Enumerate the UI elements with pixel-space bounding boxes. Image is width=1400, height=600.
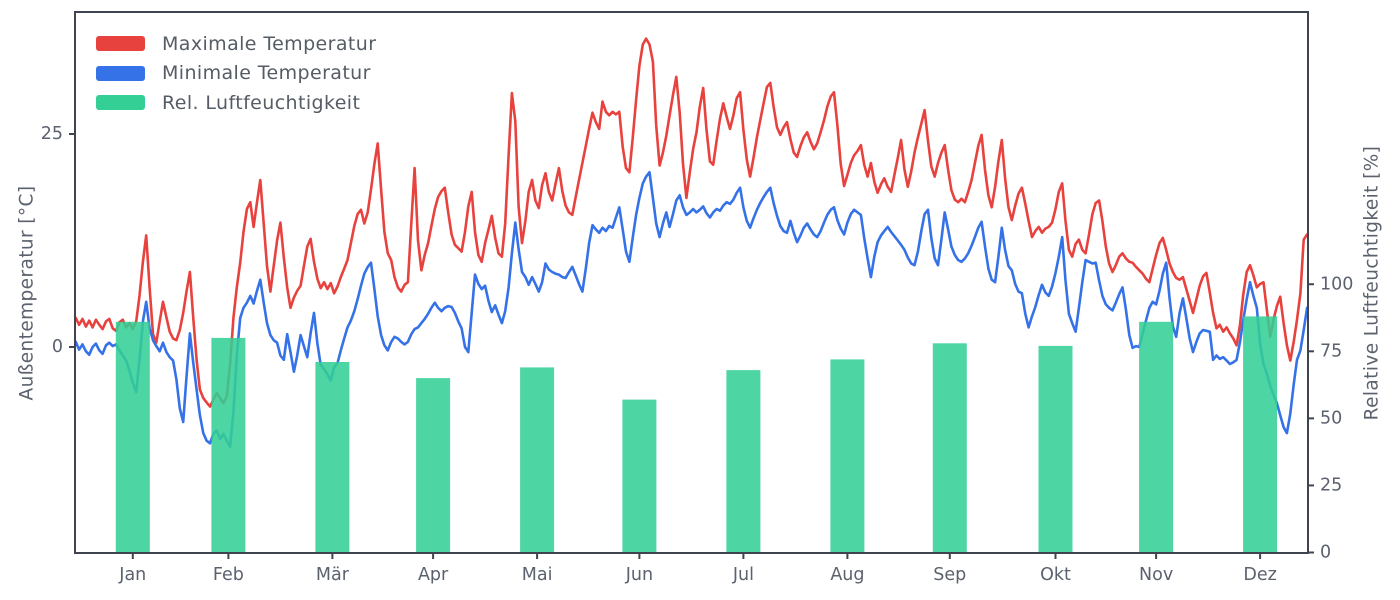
right-tick-label: 50 xyxy=(1320,408,1342,428)
month-tick-label: Aug xyxy=(830,565,864,585)
min-temp-line xyxy=(75,171,1308,449)
legend-label-max-temp: Maximale Temperatur xyxy=(162,32,377,55)
humidity-bar-Dez xyxy=(1243,316,1278,553)
humidity-bar-Okt xyxy=(1038,345,1073,553)
month-tick-label: Dez xyxy=(1243,565,1276,585)
month-tick-label: Jan xyxy=(118,565,146,585)
plot-frame xyxy=(74,11,1309,554)
left-tick-label: 0 xyxy=(52,337,63,357)
humidity-bar-Feb xyxy=(211,337,246,553)
max-temp-line xyxy=(75,37,1308,408)
humidity-bar-Jan xyxy=(115,321,150,553)
right-tick-label: 100 xyxy=(1320,274,1353,294)
month-tick-label: Okt xyxy=(1040,565,1071,585)
legend-item-max-temp: Maximale Temperatur xyxy=(96,29,376,59)
humidity-bar-Aug xyxy=(830,359,865,553)
right-tick-label: 25 xyxy=(1320,475,1342,495)
legend-label-min-temp: Minimale Temperatur xyxy=(162,62,371,85)
legend-swatch-humidity-icon xyxy=(96,95,145,111)
month-tick-label: Jul xyxy=(732,565,754,585)
humidity-bar-Mär xyxy=(315,362,350,553)
month-tick-label: Mär xyxy=(316,565,350,585)
legend-item-min-temp: Minimale Temperatur xyxy=(96,59,376,89)
month-tick-label: Nov xyxy=(1139,565,1173,585)
legend-item-humidity: Rel. Luftfeuchtigkeit xyxy=(96,88,376,118)
humidity-bars xyxy=(115,316,1278,553)
month-tick-label: Mai xyxy=(522,565,553,585)
month-tick-label: Jun xyxy=(625,565,653,585)
month-tick-label: Sep xyxy=(933,565,966,585)
month-tick-label: Feb xyxy=(213,565,244,585)
humidity-bar-Jun xyxy=(622,399,657,553)
legend-swatch-min-temp-icon xyxy=(96,65,145,81)
legend-label-humidity: Rel. Luftfeuchtigkeit xyxy=(162,91,361,114)
legend: Maximale Temperatur Minimale Temperatur … xyxy=(96,29,376,118)
left-axis-title: Außentemperatur [°C] xyxy=(16,185,38,401)
humidity-bar-Sep xyxy=(932,343,967,553)
humidity-bar-Mai xyxy=(520,367,555,553)
humidity-bar-Nov xyxy=(1139,321,1174,553)
left-tick-label: 25 xyxy=(41,124,63,144)
legend-swatch-max-temp-icon xyxy=(96,36,145,52)
right-tick-label: 0 xyxy=(1320,543,1331,563)
right-tick-label: 75 xyxy=(1320,341,1342,361)
month-tick-label: Apr xyxy=(418,565,449,585)
humidity-bar-Apr xyxy=(416,378,451,553)
humidity-bar-Jul xyxy=(726,370,761,553)
right-axis-title: Relative Luftfeuchtigkeit [%] xyxy=(1361,145,1383,421)
